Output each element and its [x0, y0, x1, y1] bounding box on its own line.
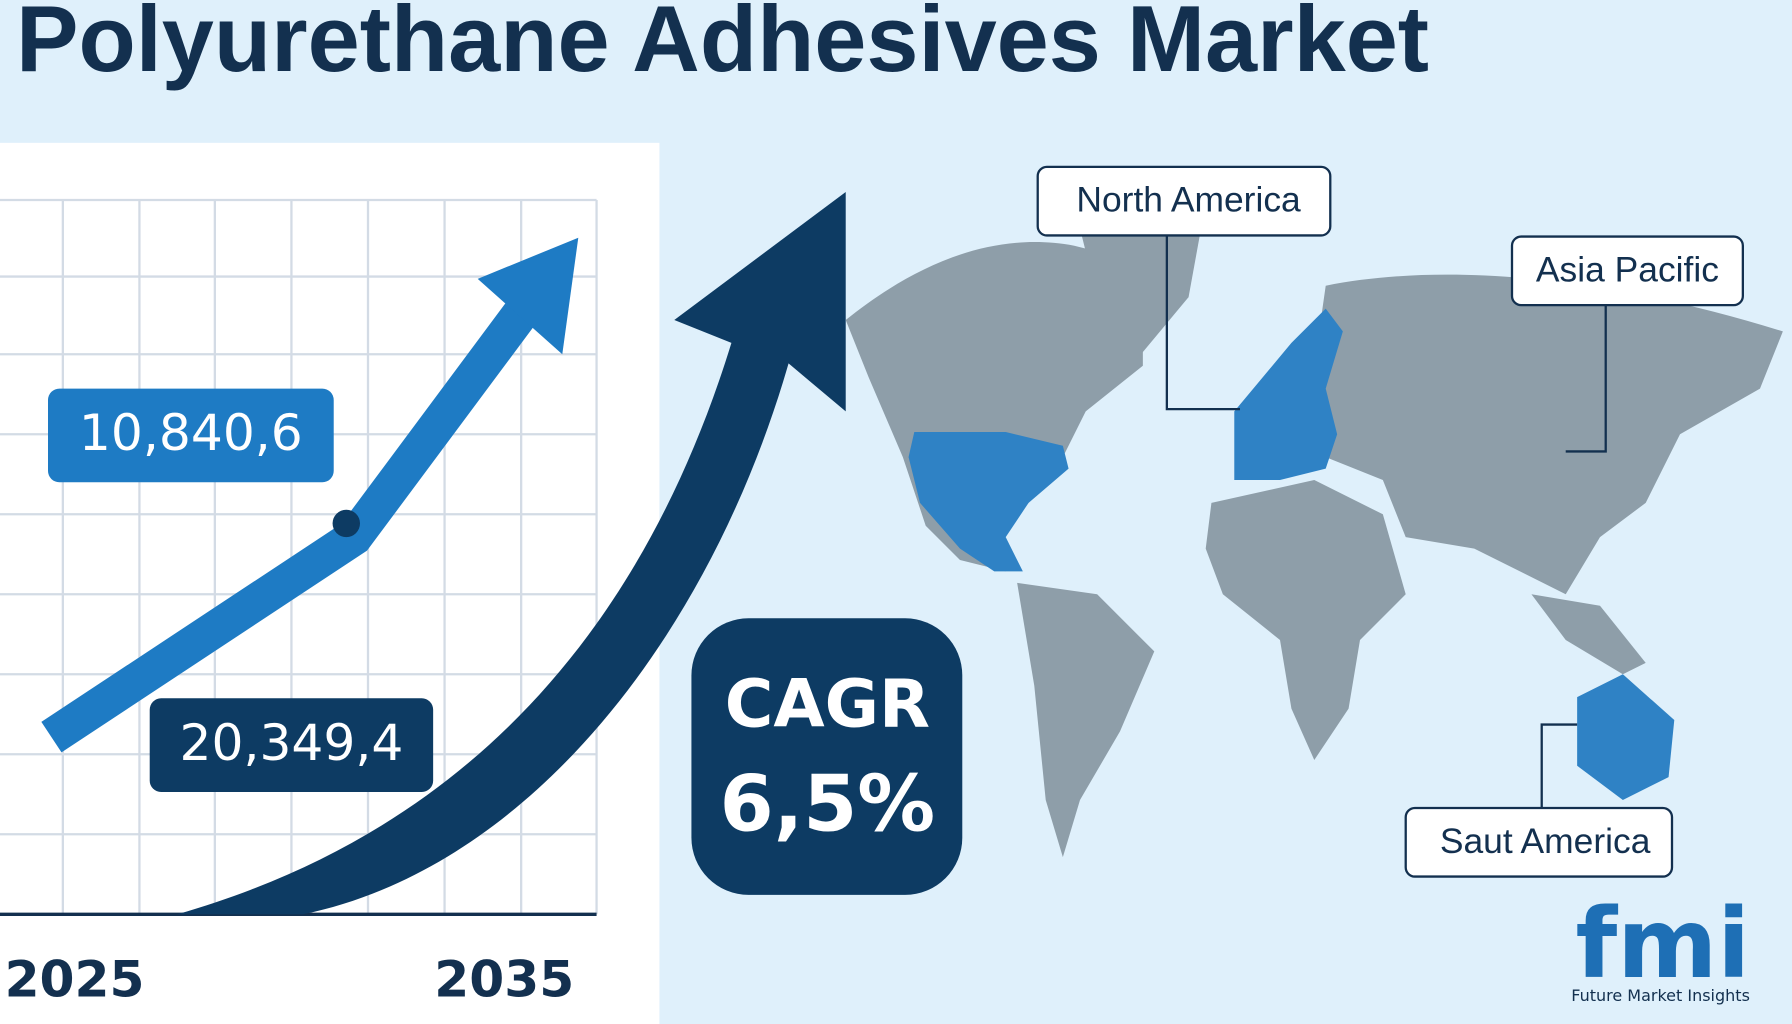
region-label: North America	[1076, 180, 1301, 220]
region-box	[1404, 806, 1674, 878]
region-label: Asia Pacific	[1536, 249, 1719, 289]
cagr-value: 6,5%	[720, 760, 936, 850]
year-label: 2025	[5, 950, 145, 1009]
value-label: 20,349,4	[180, 713, 404, 772]
callout-lines	[1165, 235, 1607, 808]
value-box	[149, 698, 434, 792]
logo-name: Future Market Insights	[1571, 986, 1750, 1005]
title: Polyurethane Adhesives Market	[16, 0, 1429, 91]
big-arrow	[177, 192, 846, 915]
region-box	[1510, 235, 1744, 307]
point	[332, 509, 360, 538]
world-map	[845, 205, 1783, 858]
region-label: Saut America	[1440, 821, 1651, 861]
region-box	[1036, 165, 1332, 237]
cagr-box	[691, 618, 963, 895]
growth-arrow	[41, 303, 535, 753]
value-box	[48, 388, 334, 483]
cagr-label: CAGR	[725, 665, 930, 743]
year-label: 2035	[434, 950, 574, 1009]
value-label: 10,840,6	[79, 403, 303, 462]
logo-mark: fmi	[1576, 888, 1751, 1000]
growth-arrow-head	[477, 237, 579, 355]
